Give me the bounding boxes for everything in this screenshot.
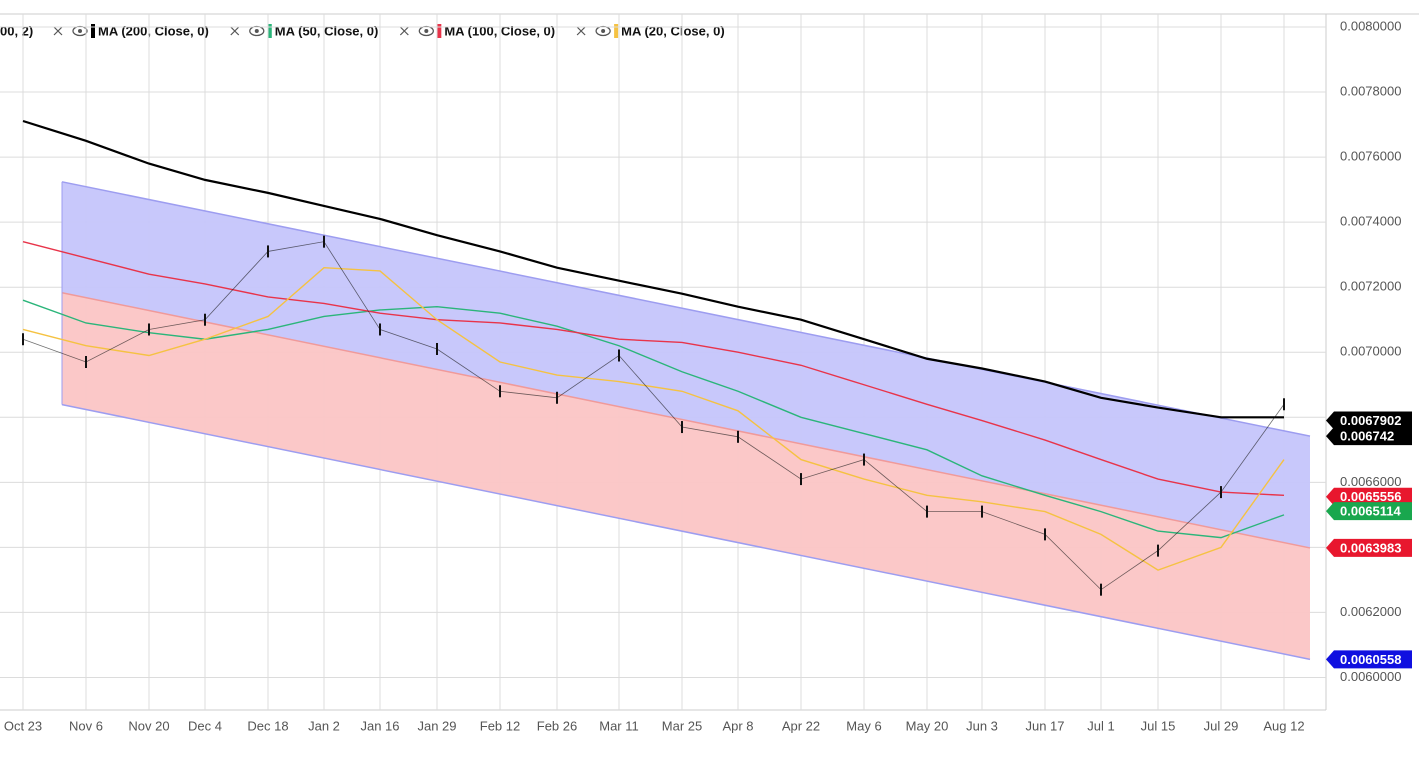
channel-lower-fill [62,292,1310,660]
y-tick-label: 0.0072000 [1340,279,1401,294]
legend-eye-icon [418,25,434,37]
price-label: 0.0065114 [1340,504,1402,519]
price-bar [22,333,24,346]
legend-eye-pupil [424,29,429,33]
x-tick-label: Jan 2 [308,718,340,733]
price-bar [379,323,381,336]
price-label-box [1326,502,1412,521]
legend-close-icon [576,26,586,36]
x-tick-label: May 6 [846,718,881,733]
channel-upper-fill [62,181,1310,548]
legend-eye-pupil [78,29,82,33]
channel-middle [61,291,1311,549]
x-tick-label: Nov 6 [69,718,103,733]
price-bar [323,235,325,248]
price-bar [499,385,501,398]
legend-label: MA (20, Close, 0) [621,23,725,38]
price-label: 0.0065556 [1340,489,1401,504]
legend-swatch [437,24,442,38]
legend-eye-icon [595,25,611,37]
x-tick-label: Jan 29 [417,718,456,733]
price-label: 0.0067902 [1340,413,1401,428]
price-bar [85,356,87,368]
legend-close-icon [399,26,409,36]
y-tick-label: 0.0066000 [1340,474,1401,489]
channel-upper [61,181,1311,437]
price-bar [800,473,802,486]
x-tick-label: May 20 [906,718,949,733]
price-bar [1044,528,1046,541]
ma-line [22,240,1285,497]
price-bar [1283,398,1285,411]
y-tick-label: 0.0070000 [1340,344,1401,359]
price-label: 0.0060558 [1340,652,1401,667]
x-tick-label: Mar 11 [599,718,639,733]
legend-eye-icon [249,25,265,37]
legend-close-icon [53,26,63,36]
price-bar [926,505,928,518]
y-tick-label: 0.0074000 [1340,214,1401,229]
price-bar [267,245,269,258]
price-path [22,241,1285,591]
price-label-box [1326,411,1412,430]
price-bar [1100,583,1102,596]
channel-lower [61,403,1311,661]
legend-prefix: 00, 2) [0,23,33,38]
y-tick-label: 0.0076000 [1340,149,1401,164]
price-bar [148,323,150,336]
legend-eye-icon [72,25,88,37]
x-tick-label: Oct 23 [4,718,42,733]
price-label-box [1326,538,1412,557]
ma-line [22,266,1285,571]
legend-close-icon [230,26,240,36]
price-bar [863,453,865,466]
legend-label: MA (50, Close, 0) [275,23,379,38]
x-tick-label: Feb 26 [537,718,577,733]
x-tick-label: Feb 12 [480,718,520,733]
x-tick-label: Apr 22 [782,718,820,733]
y-tick-label: 0.0080000 [1340,18,1401,33]
x-tick-label: Jul 15 [1141,718,1176,733]
price-bar [681,421,683,434]
x-tick-label: Aug 12 [1263,718,1304,733]
price-label-box [1326,487,1412,506]
price-bar [204,313,206,326]
price-bar [1220,486,1222,499]
ma-line [22,299,1285,539]
x-tick-label: Jan 16 [360,718,399,733]
x-tick-label: Nov 20 [128,718,169,733]
x-tick-label: Jun 17 [1025,718,1064,733]
price-bar [1157,544,1159,557]
legend-label: MA (200, Close, 0) [98,23,209,38]
price-label: 0.0063983 [1340,540,1401,555]
x-tick-label: Jun 3 [966,718,998,733]
legend-swatch [614,24,619,38]
price-bar [556,391,558,404]
y-tick-label: 0.0078000 [1340,83,1401,98]
x-tick-label: Jul 1 [1087,718,1114,733]
x-tick-label: Jul 29 [1204,718,1239,733]
x-tick-label: Mar 25 [662,718,702,733]
price-label-box [1326,427,1412,446]
legend: 00, 2) MA (200, Close, 0) MA (50, Close, 0… [0,23,725,38]
y-tick-label: 0.0060000 [1340,669,1401,684]
y-tick-label: 0.0062000 [1340,604,1401,619]
legend-swatch [267,24,272,38]
x-tick-label: Dec 18 [247,718,288,733]
price-bar [436,342,438,355]
legend-eye-pupil [601,29,606,33]
price-bar [618,349,620,362]
x-tick-label: Dec 4 [188,718,222,733]
price-label: 0.006742 [1340,429,1394,444]
legend-eye-pupil [254,29,259,33]
legend-swatch [91,24,95,38]
price-bar [737,430,739,443]
ma-line [22,119,1284,419]
price-label-box [1326,650,1412,669]
x-tick-label: Apr 8 [722,718,753,733]
price-bar [981,505,983,518]
